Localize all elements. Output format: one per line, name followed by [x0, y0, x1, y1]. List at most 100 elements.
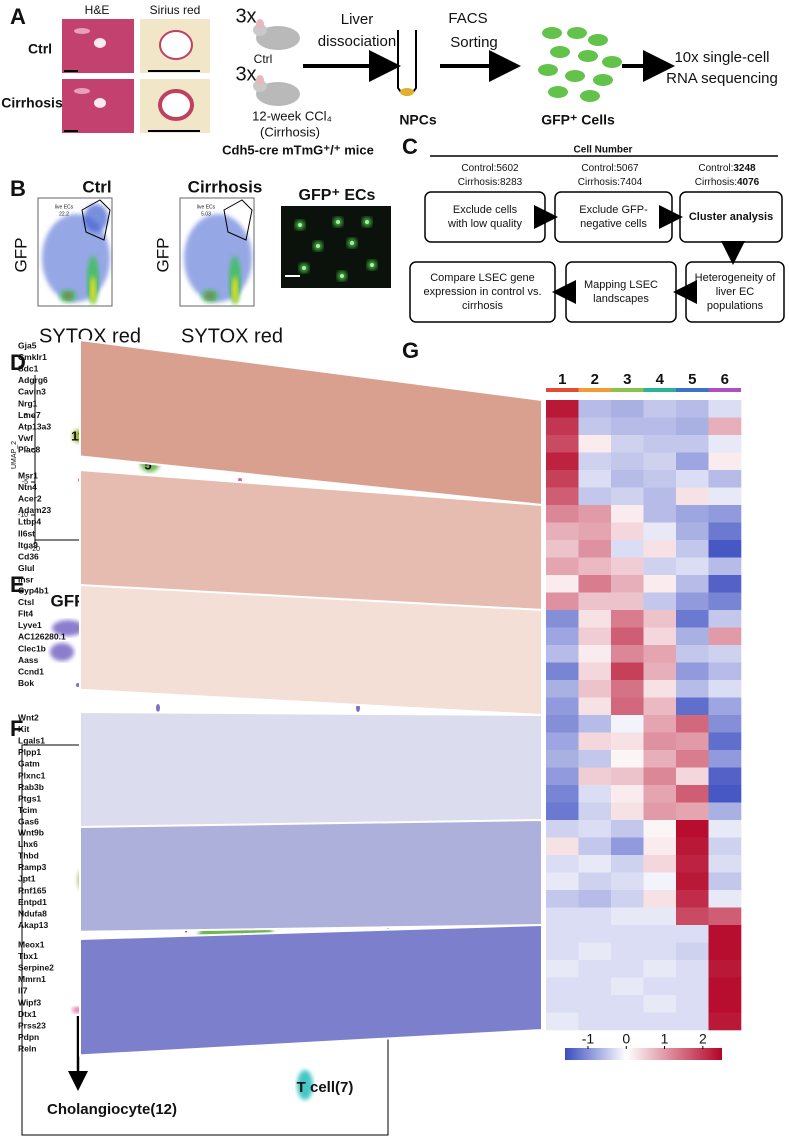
column-label: 4	[656, 371, 665, 388]
heatmap-cell	[708, 715, 742, 733]
heatmap-cell	[676, 837, 709, 856]
colorbar-tick: 2	[699, 1031, 707, 1047]
heatmap-cell	[708, 907, 742, 926]
heatmap-cell	[611, 645, 644, 663]
cell-cloud	[297, 1070, 313, 1100]
column-header: H&E	[85, 3, 110, 17]
gene-label: Ccnd1	[18, 666, 44, 676]
cell-cloud	[548, 86, 568, 98]
axis-label: GFP	[11, 238, 30, 273]
plot-title: Ctrl	[82, 177, 111, 196]
column-color	[546, 388, 579, 392]
count-value: 3248	[733, 163, 756, 174]
heatmap-cell	[578, 872, 612, 891]
heatmap-cell	[611, 942, 644, 961]
heatmap-cell	[708, 1012, 742, 1031]
gene-label: Clec1b	[18, 643, 46, 653]
heatmap-cell	[643, 715, 677, 733]
heatmap-cell	[611, 715, 644, 733]
flow-text: Compare LSEC gene	[430, 272, 535, 284]
heatmap-cell	[578, 487, 612, 506]
panel-label: D	[10, 350, 26, 375]
column-color	[578, 388, 611, 392]
heatmap-cell	[611, 1012, 644, 1031]
cell-cloud	[336, 220, 340, 224]
heatmap-cell	[708, 837, 742, 856]
gate	[81, 199, 111, 241]
flow-text: expression in control vs.	[424, 286, 542, 298]
heatmap-cell	[676, 680, 709, 698]
gene-label: Cmklr1	[18, 352, 47, 362]
gene-label: Lhx6	[18, 839, 38, 849]
heatmap-cell	[578, 767, 612, 786]
y-tick-label: 0	[24, 446, 28, 453]
heatmap-cell	[578, 697, 612, 716]
gene-label: Glul	[18, 563, 35, 573]
gate-label: live ECs	[197, 204, 216, 210]
heatmap-cell	[676, 452, 709, 471]
column-header: Sirius red	[150, 3, 201, 17]
heatmap-cell	[676, 1012, 709, 1031]
column-label: 6	[721, 371, 729, 388]
heatmap-cell	[643, 400, 677, 418]
wedge	[79, 923, 543, 1057]
gene-label: Cd36	[18, 551, 39, 561]
heatmap-cell	[546, 715, 579, 733]
cell-cloud	[316, 244, 320, 248]
cell-count: Cirrhosis:7404	[578, 177, 643, 188]
cell-cloud	[256, 82, 300, 106]
gate-label: live ECs	[55, 204, 74, 210]
heatmap-cell	[546, 785, 579, 803]
gene-label: Tcim	[18, 805, 38, 815]
heatmap-cell	[643, 890, 677, 908]
gene-label: Nrg1	[18, 398, 38, 408]
heatmap-cell	[611, 540, 644, 558]
gene-label: Entpd1	[18, 897, 47, 907]
heatmap-cell	[708, 487, 742, 506]
cell-cloud	[232, 276, 238, 304]
cell-cloud	[550, 46, 570, 58]
heatmap-cell	[578, 557, 612, 576]
gene-label: Thbd	[18, 850, 39, 860]
heatmap-cell	[643, 505, 677, 523]
cell-cloud	[156, 704, 160, 712]
cell-cloud	[94, 38, 106, 48]
cluster-label: T cell(7)	[297, 1079, 354, 1096]
cell-cloud	[90, 276, 96, 304]
gene-label: Rnf165	[18, 885, 47, 895]
gene-label: Prss23	[18, 1020, 46, 1030]
heatmap-cell	[546, 505, 579, 523]
cell-cloud	[400, 88, 414, 96]
gene-label: Plac8	[18, 445, 40, 455]
cell-cloud	[542, 27, 562, 39]
heatmap-cell	[708, 872, 742, 891]
heatmap-cell	[676, 855, 709, 873]
flow-text: liver EC	[716, 286, 755, 298]
axis-label: SYTOX red	[39, 325, 141, 347]
count-label: Cirrhosis:	[458, 177, 500, 188]
flow-text: Mapping LSEC	[584, 279, 658, 291]
gene-label: Sdc1	[18, 363, 39, 373]
gene-label: Plpp1	[18, 747, 41, 757]
flow-text: with low quality	[447, 218, 522, 230]
heatmap-cell	[611, 610, 644, 628]
step: FACS	[448, 10, 487, 27]
heatmap-cell	[611, 872, 644, 891]
heatmap-cell	[643, 627, 677, 646]
panel-label: B	[10, 176, 26, 201]
heatmap-cell	[546, 540, 579, 558]
heatmap-cell	[708, 662, 742, 681]
heatmap-cell	[676, 610, 709, 628]
heatmap-cell	[708, 925, 742, 943]
heatmap-cell	[676, 400, 709, 418]
heatmap-cell	[546, 610, 579, 628]
step: RNA sequencing	[666, 70, 778, 87]
gene-label: Flt4	[18, 608, 33, 618]
heatmap-cell	[546, 662, 579, 681]
gene-label: Rab3b	[18, 782, 44, 792]
vessel	[158, 89, 194, 121]
heatmap-cell	[676, 715, 709, 733]
heatmap-cell	[643, 522, 677, 541]
heatmap-cell	[611, 487, 644, 506]
heatmap-cell	[643, 645, 677, 663]
